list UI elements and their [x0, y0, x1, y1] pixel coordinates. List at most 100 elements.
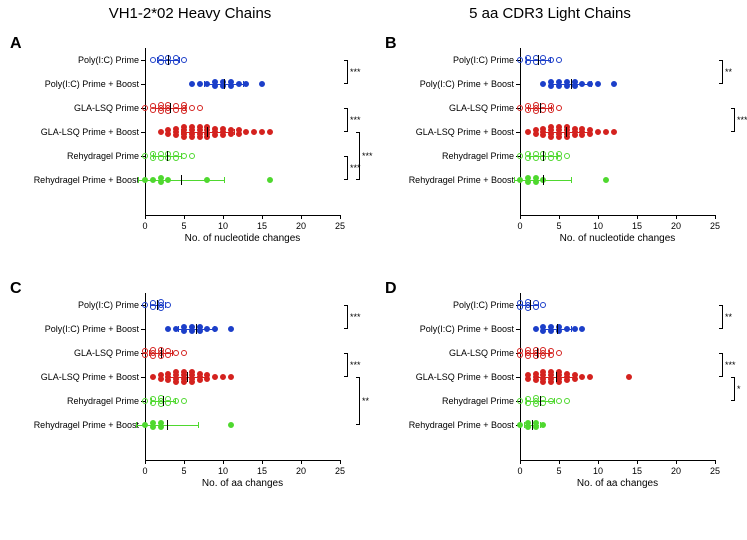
error-cap — [514, 177, 515, 183]
data-point — [142, 398, 148, 404]
x-tick-label: 15 — [632, 466, 642, 476]
data-point — [564, 398, 570, 404]
significance-bracket — [719, 305, 723, 329]
data-point — [158, 129, 164, 135]
x-tick-label: 25 — [335, 221, 345, 231]
error-cap — [224, 177, 225, 183]
mean-marker — [543, 151, 544, 161]
data-point — [243, 129, 249, 135]
error-cap — [536, 374, 537, 380]
data-point — [181, 57, 187, 63]
data-point — [189, 105, 195, 111]
x-axis-title: No. of nucleotide changes — [520, 233, 715, 244]
panel-label-c: C — [10, 280, 22, 298]
error-cap — [150, 302, 151, 308]
data-point — [611, 129, 617, 135]
y-label: GLA-LSQ Prime + Boost — [41, 372, 139, 382]
y-axis — [145, 48, 146, 215]
error-cap — [554, 398, 555, 404]
x-tick — [715, 460, 716, 464]
data-point — [525, 129, 531, 135]
y-label: Poly(I:C) Prime + Boost — [45, 79, 139, 89]
data-point — [150, 374, 156, 380]
mean-marker — [157, 300, 158, 310]
mean-marker — [540, 396, 541, 406]
x-tick — [559, 460, 560, 464]
panel-label-b: B — [385, 35, 397, 53]
x-axis-title: No. of aa changes — [145, 478, 340, 489]
error-cap — [524, 422, 525, 428]
x-tick-label: 10 — [218, 466, 228, 476]
error-cap — [522, 302, 523, 308]
x-tick-label: 0 — [517, 221, 522, 231]
data-point — [243, 81, 249, 87]
data-point — [197, 81, 203, 87]
column-title-right: 5 aa CDR3 Light Chains — [450, 5, 650, 22]
significance-bracket — [344, 305, 348, 329]
significance-bracket — [344, 108, 348, 132]
mean-marker — [571, 79, 572, 89]
data-point — [533, 401, 539, 407]
error-cap — [175, 398, 176, 404]
x-tick-label: 15 — [632, 221, 642, 231]
x-tick-label: 15 — [257, 466, 267, 476]
significance-text: *** — [362, 151, 373, 161]
data-point — [181, 398, 187, 404]
x-tick — [340, 460, 341, 464]
x-tick — [715, 215, 716, 219]
data-point — [150, 353, 156, 359]
data-point — [540, 302, 546, 308]
significance-text: *** — [725, 360, 736, 370]
data-point — [189, 379, 195, 385]
y-label: Poly(I:C) Prime + Boost — [45, 324, 139, 334]
y-axis — [145, 293, 146, 460]
x-axis-title: No. of nucleotide changes — [145, 233, 340, 244]
y-label: Poly(I:C) Prime + Boost — [420, 324, 514, 334]
y-label: Rehydragel Prime + Boost — [409, 175, 514, 185]
data-point — [603, 129, 609, 135]
x-tick — [262, 215, 263, 219]
data-point — [267, 129, 273, 135]
data-point — [228, 374, 234, 380]
data-point — [579, 132, 585, 138]
data-point — [158, 108, 164, 114]
data-point — [517, 153, 523, 159]
data-point — [212, 132, 218, 138]
data-point — [165, 326, 171, 332]
data-point — [564, 377, 570, 383]
x-tick — [637, 215, 638, 219]
data-point — [540, 353, 546, 359]
x-tick-label: 20 — [671, 466, 681, 476]
error-cap — [181, 153, 182, 159]
data-point — [517, 398, 523, 404]
panel-b: BPoly(I:C) PrimePoly(I:C) Prime + BoostG… — [385, 35, 745, 265]
significance-bracket — [731, 108, 735, 132]
x-tick — [223, 215, 224, 219]
data-point — [556, 57, 562, 63]
panel-a: APoly(I:C) PrimePoly(I:C) Prime + BoostG… — [10, 35, 370, 265]
data-point — [181, 134, 187, 140]
x-tick-label: 20 — [296, 466, 306, 476]
x-tick — [145, 215, 146, 219]
data-point — [548, 134, 554, 140]
data-point — [540, 81, 546, 87]
data-point — [556, 350, 562, 356]
data-point — [517, 57, 523, 63]
significance-text: *** — [737, 115, 747, 125]
data-point — [165, 302, 171, 308]
mean-marker — [556, 372, 557, 382]
x-tick — [676, 215, 677, 219]
y-label: Rehydragel Prime — [67, 396, 139, 406]
significance-text: *** — [350, 67, 361, 77]
x-axis-title: No. of aa changes — [520, 478, 715, 489]
mean-marker — [196, 324, 197, 334]
error-cap — [542, 326, 543, 332]
x-tick — [184, 215, 185, 219]
significance-bracket — [356, 132, 360, 180]
significance-text: * — [737, 384, 741, 394]
error-cap — [165, 302, 166, 308]
x-tick-label: 10 — [593, 221, 603, 231]
error-cap — [526, 57, 527, 63]
mean-marker — [538, 55, 539, 65]
data-point — [556, 398, 562, 404]
